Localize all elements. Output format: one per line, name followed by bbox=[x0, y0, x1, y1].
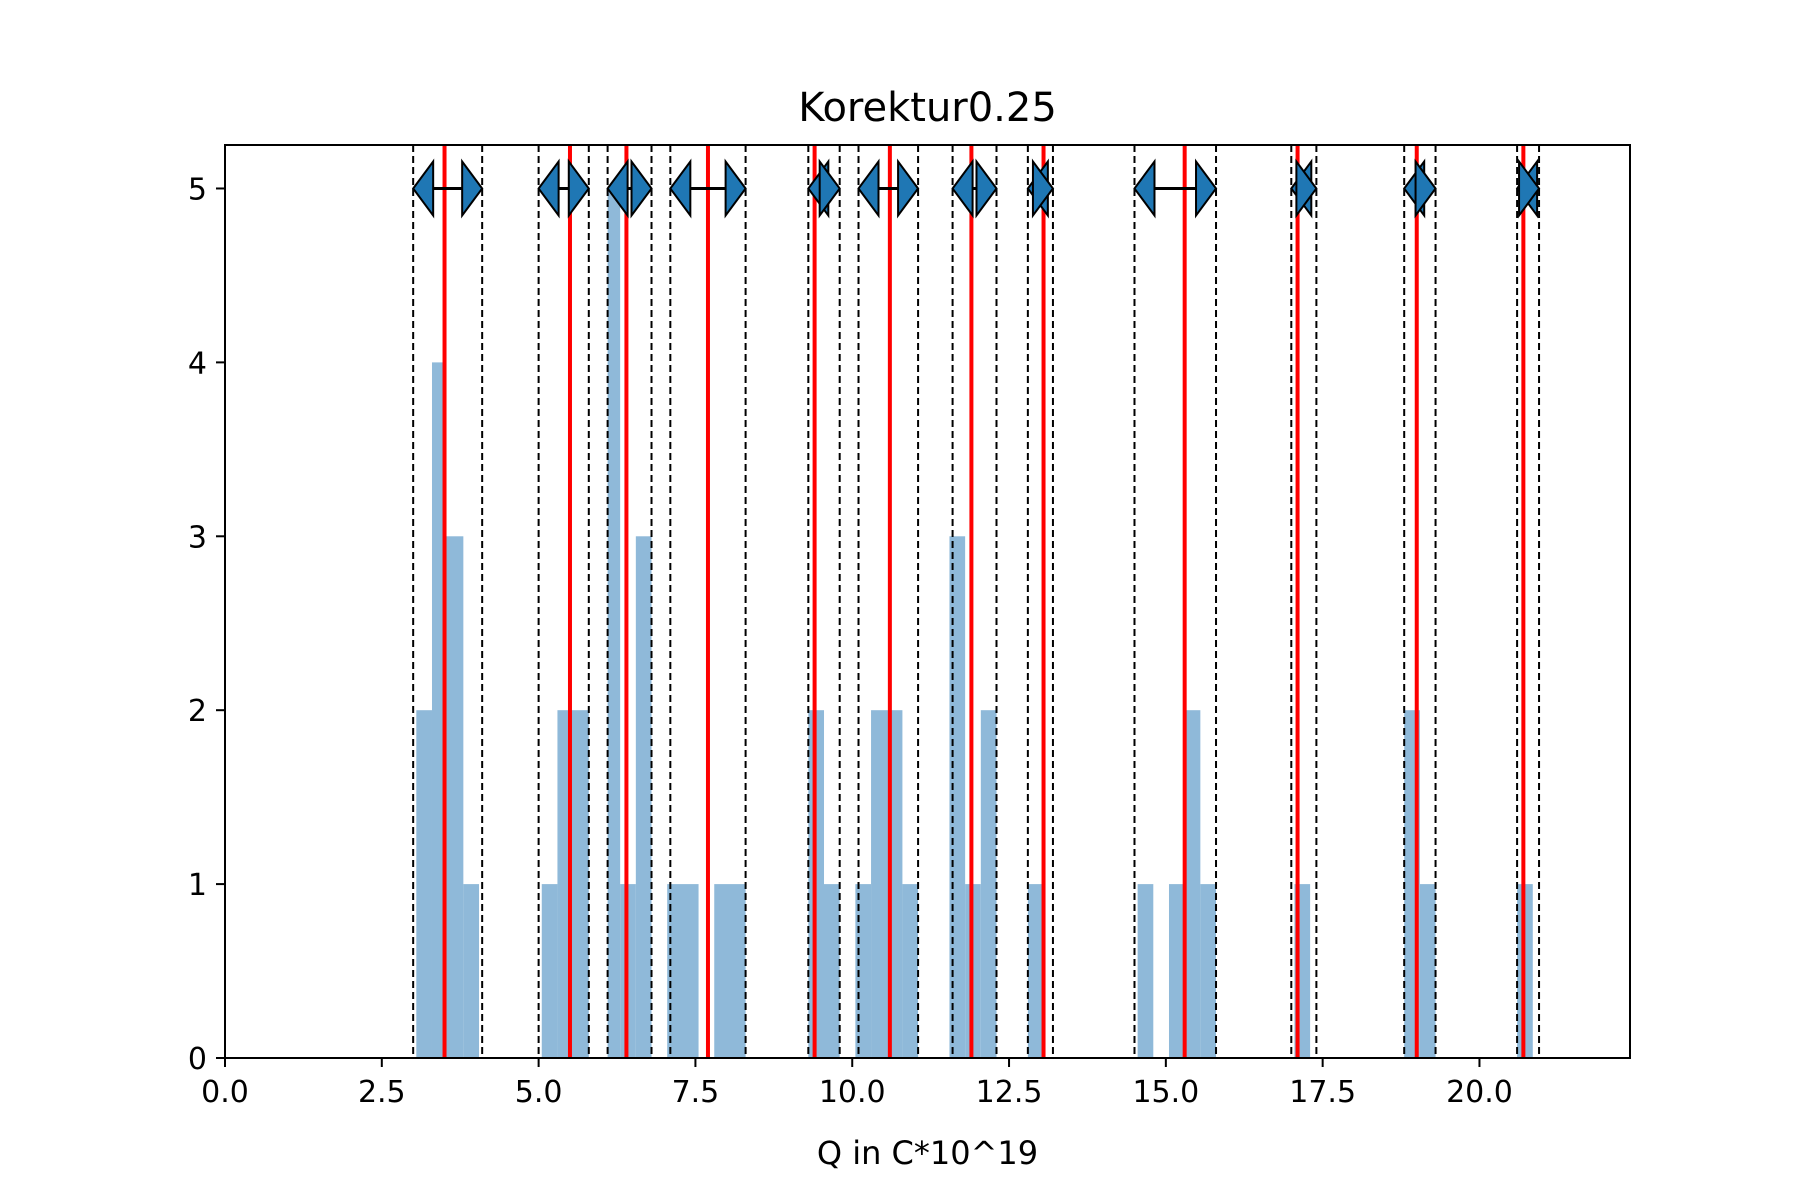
y-tick-label: 4 bbox=[188, 346, 207, 381]
interval-arrow-left-marker bbox=[951, 158, 974, 219]
histogram-bar bbox=[824, 884, 840, 1058]
y-tick-label: 3 bbox=[188, 520, 207, 555]
histogram-bar bbox=[1168, 884, 1185, 1058]
interval-arrow-left-marker bbox=[669, 158, 692, 219]
x-tick-label: 7.5 bbox=[672, 1075, 720, 1110]
interval-arrow-right-marker bbox=[1031, 158, 1055, 219]
histogram-bar bbox=[714, 884, 746, 1058]
y-tick-label: 0 bbox=[188, 1042, 207, 1077]
histogram-bar bbox=[1184, 710, 1201, 1058]
interval-arrow-right-marker bbox=[1518, 158, 1541, 219]
interval-arrow-right-marker bbox=[1195, 158, 1218, 219]
x-axis-label: Q in C*10^19 bbox=[817, 1134, 1038, 1172]
x-tick-label: 20.0 bbox=[1446, 1075, 1513, 1110]
x-tick-label: 5.0 bbox=[515, 1075, 563, 1110]
x-tick-label: 12.5 bbox=[976, 1075, 1043, 1110]
histogram-bar bbox=[667, 884, 699, 1058]
interval-arrow-right-marker bbox=[1414, 158, 1437, 219]
interval-arrow-right-marker bbox=[724, 158, 747, 219]
histogram-bar bbox=[1419, 884, 1436, 1058]
x-tick-label: 0.0 bbox=[201, 1075, 249, 1110]
interval-arrow-left-marker bbox=[411, 158, 435, 219]
histogram-bar bbox=[902, 884, 919, 1058]
histogram-bar bbox=[557, 710, 589, 1058]
y-tick-label: 1 bbox=[188, 868, 207, 903]
axis-ticks: 0.0 2.5 5.0 7.5 10.0 12.5 15.0 17.5 20.0 0 1 2 3 4 5 bbox=[188, 172, 1513, 1110]
interval-arrow-right-marker bbox=[630, 158, 653, 219]
interval-arrow-left-marker bbox=[537, 158, 560, 219]
histogram-bar bbox=[541, 884, 558, 1058]
histogram-bar bbox=[635, 536, 652, 1058]
histogram-bar bbox=[416, 710, 432, 1058]
x-tick-label: 10.0 bbox=[819, 1075, 886, 1110]
y-tick-label: 2 bbox=[188, 694, 207, 729]
interval-arrow-right-marker bbox=[1295, 158, 1318, 219]
histogram-bar bbox=[871, 710, 903, 1058]
histogram-bar bbox=[1027, 884, 1044, 1058]
chart-title: Korektur0.25 bbox=[798, 85, 1057, 131]
interval-arrow-right-marker bbox=[461, 158, 484, 219]
histogram-bar bbox=[980, 710, 997, 1058]
axes-frame bbox=[224, 144, 1631, 1059]
interval-arrow-right-marker bbox=[897, 158, 920, 219]
interval-arrow-right-marker bbox=[818, 158, 841, 219]
histogram-bar bbox=[463, 884, 480, 1058]
x-tick-label: 2.5 bbox=[358, 1075, 406, 1110]
interval-arrow-left-marker bbox=[857, 158, 880, 219]
y-tick-label: 5 bbox=[188, 172, 207, 207]
x-tick-label: 15.0 bbox=[1132, 1075, 1199, 1110]
plot-area bbox=[411, 145, 1541, 1058]
interval-arrow-right-marker bbox=[975, 158, 998, 219]
interval-arrow-left-marker bbox=[606, 158, 629, 219]
histogram-bar bbox=[1200, 884, 1217, 1058]
x-tick-label: 17.5 bbox=[1289, 1075, 1356, 1110]
interval-arrow-right-marker bbox=[567, 158, 591, 219]
histogram-bar bbox=[1137, 884, 1154, 1058]
histogram-bar bbox=[431, 362, 445, 1058]
histogram-bar bbox=[607, 188, 621, 1058]
interval-arrow-left-marker bbox=[1133, 158, 1156, 219]
histogram-bar bbox=[444, 536, 464, 1058]
